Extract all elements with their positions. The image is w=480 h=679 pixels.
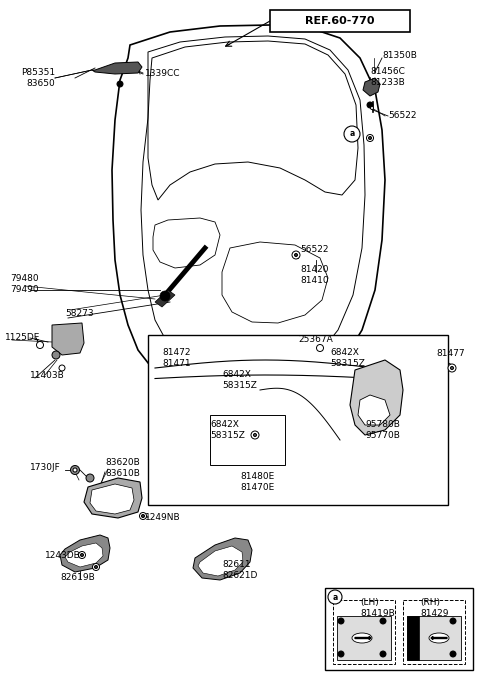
Text: 25367A: 25367A xyxy=(298,335,333,344)
Circle shape xyxy=(140,513,146,519)
Circle shape xyxy=(36,342,44,348)
Bar xyxy=(325,588,473,670)
Circle shape xyxy=(93,564,99,570)
Text: 81472
81471: 81472 81471 xyxy=(162,348,191,368)
Circle shape xyxy=(292,251,300,259)
Circle shape xyxy=(86,474,94,482)
Text: 82619B: 82619B xyxy=(60,574,95,583)
Circle shape xyxy=(338,618,344,624)
Bar xyxy=(333,600,395,664)
Text: REF.60-770: REF.60-770 xyxy=(305,16,375,26)
Text: 81480E
81470E: 81480E 81470E xyxy=(240,473,274,492)
Text: 11403B: 11403B xyxy=(30,371,65,380)
Ellipse shape xyxy=(352,633,372,643)
Bar xyxy=(337,616,391,660)
Circle shape xyxy=(371,107,373,109)
Bar xyxy=(148,335,448,505)
Circle shape xyxy=(380,651,386,657)
Circle shape xyxy=(450,651,456,657)
Circle shape xyxy=(408,618,414,624)
Text: 56522: 56522 xyxy=(388,111,417,120)
Circle shape xyxy=(451,367,454,369)
Bar xyxy=(407,616,419,660)
Circle shape xyxy=(142,515,144,517)
Text: (LH): (LH) xyxy=(360,598,379,606)
Polygon shape xyxy=(198,546,243,576)
Text: 81419B: 81419B xyxy=(360,610,395,619)
Polygon shape xyxy=(90,484,134,514)
Circle shape xyxy=(79,551,85,559)
Ellipse shape xyxy=(429,633,449,643)
Text: 58273: 58273 xyxy=(65,310,94,318)
Text: 1249NB: 1249NB xyxy=(145,513,180,521)
FancyArrow shape xyxy=(355,636,371,640)
Text: 81456C
81233B: 81456C 81233B xyxy=(370,67,405,87)
Circle shape xyxy=(328,590,342,604)
Bar xyxy=(270,10,410,32)
Circle shape xyxy=(95,566,97,568)
Bar xyxy=(403,600,465,664)
Circle shape xyxy=(295,253,298,257)
Text: P85351
83650: P85351 83650 xyxy=(21,69,55,88)
Polygon shape xyxy=(155,290,175,307)
Text: 6842X
58315Z: 6842X 58315Z xyxy=(330,348,365,368)
Text: 81420
81410: 81420 81410 xyxy=(300,265,329,285)
Circle shape xyxy=(59,365,65,371)
Text: 81477: 81477 xyxy=(436,348,465,358)
Text: 1125DE: 1125DE xyxy=(5,333,40,342)
Circle shape xyxy=(367,102,373,108)
Circle shape xyxy=(52,351,60,359)
Bar xyxy=(210,415,285,465)
Circle shape xyxy=(81,553,84,557)
Polygon shape xyxy=(350,360,403,435)
Polygon shape xyxy=(52,323,84,355)
Polygon shape xyxy=(60,535,110,572)
Polygon shape xyxy=(65,543,103,567)
Polygon shape xyxy=(193,538,252,580)
Text: 1243DB: 1243DB xyxy=(45,551,81,559)
Circle shape xyxy=(367,134,373,141)
Circle shape xyxy=(73,468,77,472)
Text: 56522: 56522 xyxy=(300,246,328,255)
Circle shape xyxy=(344,126,360,142)
Circle shape xyxy=(251,431,259,439)
Text: a: a xyxy=(332,593,337,602)
Bar xyxy=(407,616,461,660)
Text: 1339CC: 1339CC xyxy=(145,69,180,79)
Text: a: a xyxy=(349,130,355,139)
Circle shape xyxy=(160,291,170,301)
Circle shape xyxy=(338,651,344,657)
Text: 6842X
58315Z: 6842X 58315Z xyxy=(222,370,257,390)
Polygon shape xyxy=(84,478,142,518)
Polygon shape xyxy=(363,78,380,96)
Circle shape xyxy=(117,81,123,87)
Text: 6842X
58315Z: 6842X 58315Z xyxy=(210,420,245,440)
Circle shape xyxy=(450,618,456,624)
Circle shape xyxy=(71,466,80,475)
FancyArrow shape xyxy=(431,636,447,640)
Circle shape xyxy=(448,364,456,372)
Text: 81429: 81429 xyxy=(420,610,448,619)
Text: (RH): (RH) xyxy=(420,598,440,606)
Text: 1730JF: 1730JF xyxy=(30,464,61,473)
Circle shape xyxy=(380,618,386,624)
Circle shape xyxy=(253,433,256,437)
Circle shape xyxy=(316,344,324,352)
Text: 79480
79490: 79480 79490 xyxy=(10,274,38,294)
Circle shape xyxy=(369,136,372,139)
Circle shape xyxy=(408,651,414,657)
Polygon shape xyxy=(92,62,142,74)
Text: 83620B
83610B: 83620B 83610B xyxy=(105,458,140,478)
Text: 82611
82621D: 82611 82621D xyxy=(222,560,257,580)
Polygon shape xyxy=(358,395,390,425)
Text: 81350B: 81350B xyxy=(382,50,417,60)
Text: 95780B
95770B: 95780B 95770B xyxy=(365,420,400,440)
